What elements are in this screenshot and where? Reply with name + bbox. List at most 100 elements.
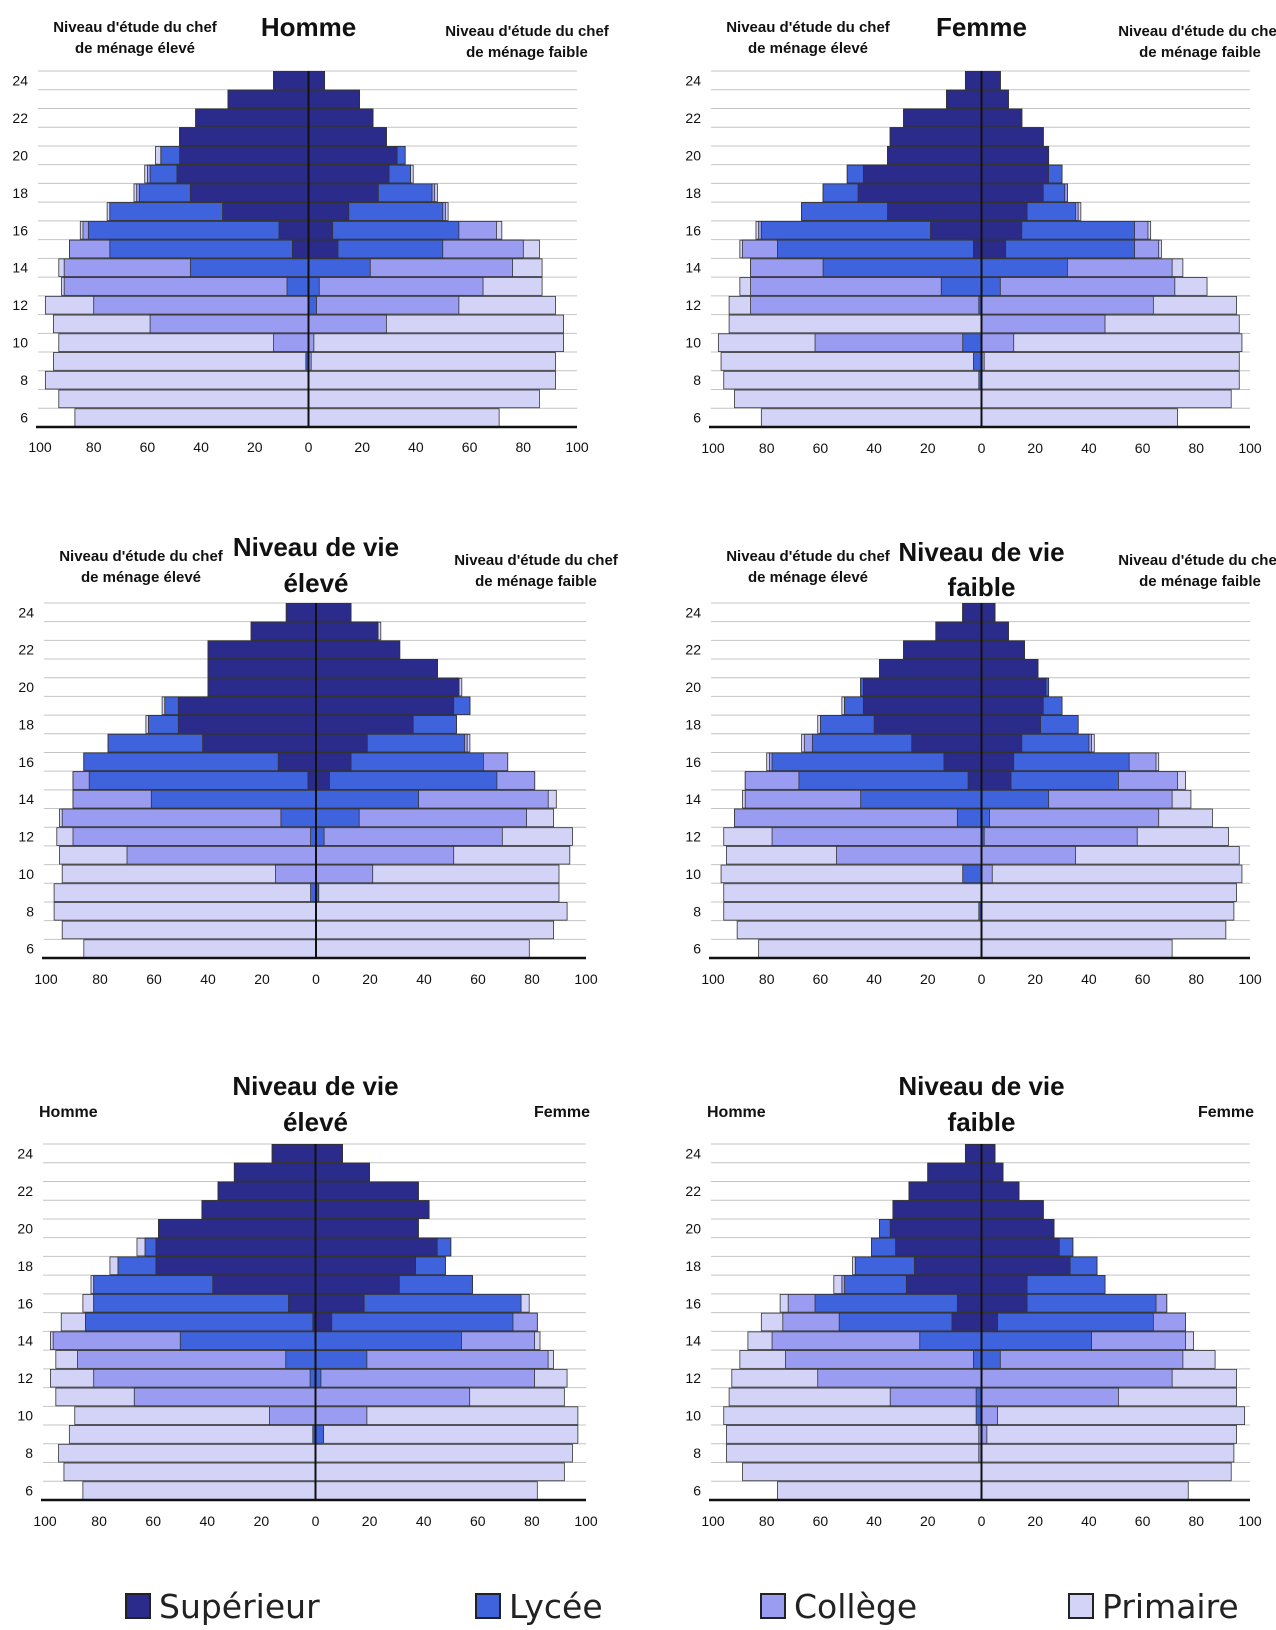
- chart-1-x-tick: 100: [565, 439, 589, 455]
- chart-2-age-tick-14: 14: [685, 260, 701, 276]
- chart-3-left-label: Niveau d'étude du chef: [59, 548, 224, 565]
- chart-2-bar-left-age-24-superieur: [964, 71, 982, 90]
- chart-5-bar-right-age-15-lycee: [315, 1312, 514, 1332]
- chart-5-bar-right-age-8-primaire: [315, 1443, 573, 1463]
- chart-3-age-tick-14: 14: [18, 791, 34, 807]
- chart-6-bar-right-age-17-superieur: [981, 1275, 1028, 1294]
- chart-6-bar-right-age-12-college: [981, 1368, 1173, 1388]
- chart-6-age-tick-12: 12: [685, 1370, 701, 1386]
- chart-4-bar-left-age-15-lycee: [798, 771, 982, 790]
- chart-4-bar-left-age-24-superieur: [962, 603, 982, 622]
- chart-5-bar-left-age-13-college: [77, 1350, 316, 1369]
- chart-5-bar-left-age-19-superieur: [155, 1237, 316, 1257]
- chart-3-bar-left-age-19-superieur: [177, 696, 317, 716]
- chart-6-bar-right-age-20-superieur: [981, 1219, 1055, 1238]
- chart-4-bar-left-age-13-college: [734, 808, 982, 828]
- chart-1-bar-left-age-18-superieur: [189, 183, 309, 203]
- chart-5-bar-left-age-9-primaire: [68, 1425, 316, 1444]
- chart-1-x-tick: 100: [28, 439, 52, 455]
- chart-3-bar-right-age-17-superieur: [315, 733, 368, 753]
- chart-2-bar-right-age-10-primaire: [981, 333, 1243, 352]
- chart-5-bar-left-age-20-superieur: [158, 1219, 316, 1238]
- chart-6-bar-right-age-13-lycee: [981, 1350, 1001, 1369]
- chart-6-x-tick: 80: [759, 1513, 775, 1529]
- chart-1-age-tick-6: 6: [20, 410, 28, 426]
- chart-1-age-tick-16: 16: [12, 222, 28, 238]
- chart-6-bar-left-age-12-college: [817, 1368, 982, 1388]
- chart-4-bar-right-age-11-college: [981, 845, 1076, 865]
- chart-6-bar-left-age-7-primaire: [742, 1462, 982, 1482]
- chart-5-x-tick: 0: [312, 1513, 320, 1529]
- chart-6-age-tick-10: 10: [685, 1408, 701, 1424]
- chart-2-bar-right-age-11-college: [981, 314, 1106, 334]
- chart-5-bar-right-age-16-superieur: [315, 1293, 365, 1313]
- chart-2-bar-left-age-16-superieur: [930, 220, 982, 240]
- chart-5-age-tick-22: 22: [17, 1183, 33, 1199]
- chart-5-bar-right-age-18-superieur: [315, 1256, 416, 1276]
- chart-6-x-tick: 40: [866, 1513, 882, 1529]
- chart-1-age-tick-18: 18: [12, 185, 28, 201]
- chart-4-x-tick: 20: [1027, 971, 1043, 987]
- chart-3-x-tick: 60: [470, 971, 486, 987]
- legend-swatch-college: [760, 1593, 786, 1619]
- chart-4-bar-right-age-20-superieur: [981, 677, 1047, 697]
- chart-4-bar-right-age-7-primaire: [981, 920, 1227, 940]
- chart-3-bar-right-age-22-superieur: [315, 640, 401, 659]
- chart-3-age-tick-24: 24: [18, 604, 34, 620]
- chart-2-x-tick: 40: [1081, 440, 1097, 456]
- chart-6-bar-left-age-21-superieur: [892, 1200, 982, 1219]
- chart-2-title: Femme: [936, 12, 1027, 42]
- chart-5-bar-left-age-16-lycee: [93, 1293, 316, 1313]
- chart-6-bar-right-age-6-primaire: [981, 1481, 1189, 1500]
- chart-4-bar-left-age-17-superieur: [911, 733, 982, 753]
- chart-6-bar-right-age-13-college: [981, 1350, 1184, 1369]
- chart-3-bar-left-age-15-superieur: [307, 771, 317, 790]
- chart-2-bar-left-age-8-primaire: [723, 370, 982, 390]
- chart-2-age-tick-6: 6: [693, 410, 701, 426]
- chart-1-bar-left-age-15-lycee: [109, 239, 309, 259]
- chart-1-bar-left-age-16-lycee: [87, 220, 309, 240]
- chart-2-bar-right-age-23-superieur: [981, 89, 1009, 109]
- chart-1-x-tick: 60: [140, 439, 156, 455]
- chart-2-bar-left-age-22-superieur: [903, 108, 982, 128]
- chart-2-bar-left-age-9-lycee: [973, 352, 982, 371]
- chart-5-bar-left-age-6-primaire: [82, 1481, 316, 1500]
- chart-2-bar-left-age-23-superieur: [946, 89, 982, 109]
- chart-1-right-label: Niveau d'étude du chef: [445, 23, 610, 40]
- chart-1-bar-left-age-15-superieur: [291, 239, 309, 259]
- chart-3-bar-right-age-6-primaire: [315, 939, 530, 958]
- chart-5-age-tick-18: 18: [17, 1258, 33, 1274]
- chart-4-bar-right-age-19-superieur: [981, 696, 1044, 716]
- chart-2-bar-right-age-18-superieur: [981, 183, 1044, 203]
- chart-6-bar-right-age-8-primaire: [981, 1443, 1235, 1463]
- chart-5-bar-left-age-13-lycee: [285, 1350, 316, 1369]
- chart-1-bar-right-age-8-primaire: [308, 370, 556, 390]
- chart-3-bar-left-age-8-primaire: [53, 902, 317, 921]
- chart-5-x-tick: 100: [574, 1513, 598, 1529]
- chart-1-bar-right-age-21-superieur: [308, 127, 387, 146]
- chart-3-bar-right-age-8-primaire: [315, 902, 568, 921]
- chart-3-age-tick-16: 16: [18, 754, 34, 770]
- chart-2-x-tick: 40: [866, 440, 882, 456]
- legend-label-superieur: Supérieur: [159, 1586, 320, 1626]
- chart-4-left-label: de ménage élevé: [748, 569, 868, 586]
- chart-1-age-tick-22: 22: [12, 110, 28, 126]
- chart-3-bar-right-age-12-college: [315, 827, 503, 846]
- chart-5-bar-left-age-15-lycee: [85, 1312, 316, 1332]
- chart-2-age-tick-12: 12: [685, 297, 701, 313]
- chart-2-bar-right-age-13-college: [981, 277, 1176, 296]
- legend-item-superieur: Supérieur: [125, 1584, 320, 1628]
- chart-4-bar-right-age-21-superieur: [981, 659, 1039, 678]
- chart-2-bar-right-age-10-college: [981, 333, 1015, 352]
- chart-4-age-tick-20: 20: [685, 679, 701, 695]
- chart-1-bar-left-age-10-college: [273, 333, 309, 352]
- legend-swatch-lycee: [475, 1593, 501, 1619]
- chart-2-age-tick-18: 18: [685, 185, 701, 201]
- chart-6-bar-left-age-10-primaire: [723, 1406, 982, 1425]
- chart-2-x-tick: 20: [920, 440, 936, 456]
- chart-5-bar-right-age-6-primaire: [315, 1481, 538, 1500]
- chart-2-bar-left-age-12-college: [750, 295, 982, 315]
- chart-5-bar-left-age-24-superieur: [271, 1144, 316, 1163]
- chart-1-bar-left-age-20-superieur: [179, 146, 309, 165]
